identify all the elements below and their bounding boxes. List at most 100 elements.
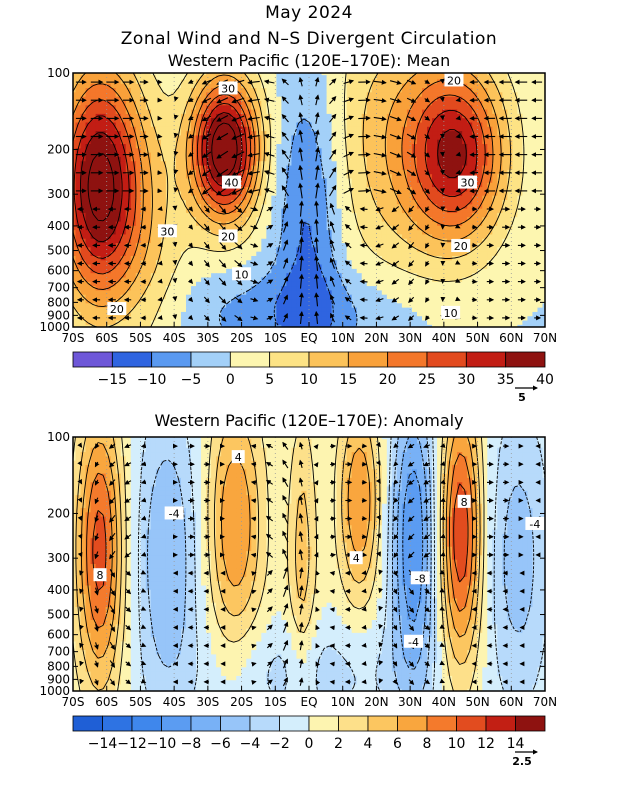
wind-vector <box>439 569 445 575</box>
wind-vector <box>314 200 320 217</box>
wind-vector <box>376 514 381 521</box>
wind-vector <box>266 224 274 230</box>
wind-vector <box>439 642 445 647</box>
wind-vector <box>298 566 304 579</box>
wind-vector <box>298 236 304 253</box>
wind-vector <box>391 206 400 213</box>
contour-label-bg <box>410 571 430 585</box>
wind-vector <box>94 497 100 505</box>
wind-vector <box>313 515 319 522</box>
wind-vector <box>373 98 387 104</box>
wind-vector <box>330 312 336 323</box>
wind-vector <box>329 78 337 86</box>
colorbar-tick-label: −14 <box>88 736 118 752</box>
wind-vector <box>424 661 431 667</box>
contour-label-bg <box>457 494 471 508</box>
wind-vector <box>314 273 320 289</box>
wind-vector <box>313 461 319 468</box>
wind-vector <box>124 516 132 522</box>
wind-vector <box>344 315 352 321</box>
wind-vector <box>359 261 368 267</box>
wind-vector <box>251 625 257 631</box>
wind-vector <box>94 623 99 632</box>
wind-vector <box>314 94 320 106</box>
wind-vector <box>124 479 132 485</box>
wind-vector <box>231 187 245 195</box>
wind-vector <box>218 241 227 251</box>
wind-vector <box>263 79 275 85</box>
x-tick-label: 20N <box>364 331 388 345</box>
wind-vector <box>375 460 381 466</box>
wind-vector <box>266 297 274 303</box>
wind-vector <box>250 461 257 467</box>
y-tick-label: 600 <box>47 628 70 642</box>
wind-vector <box>109 569 115 578</box>
wind-vector <box>109 587 115 596</box>
wind-vector <box>329 679 335 685</box>
wind-vector <box>378 659 384 666</box>
contour-label-bg <box>231 450 245 464</box>
x-tick-label: 40S <box>163 331 186 345</box>
wind-vector <box>77 533 83 540</box>
wind-vector <box>389 98 402 104</box>
wind-vector <box>373 188 387 194</box>
wind-vector <box>315 679 321 686</box>
colorbar-tick-label: 4 <box>364 736 373 752</box>
wind-vector <box>424 115 431 121</box>
wind-vector <box>125 643 132 649</box>
anomaly-panel: Western Pacific (120E–170E): Anomaly 8 -4 4… <box>39 411 557 768</box>
wind-vector <box>423 479 431 485</box>
wind-vector <box>391 242 400 249</box>
wind-vector <box>94 605 99 614</box>
wind-vector <box>314 76 320 87</box>
wind-vector <box>440 461 446 467</box>
wind-vector <box>359 297 368 303</box>
contour-label-bg <box>218 81 238 95</box>
wind-vector <box>298 147 304 162</box>
wind-vector <box>424 133 431 140</box>
contour-label: 30 <box>221 82 235 95</box>
wind-vector <box>440 479 446 485</box>
wind-vector <box>392 661 398 667</box>
contour-label: 8 <box>96 569 103 582</box>
x-tick-label: 40N <box>432 331 456 345</box>
wind-vector <box>218 259 227 269</box>
wind-vector <box>124 498 132 503</box>
colorbar-tick-label: −10 <box>137 372 167 388</box>
wind-vector <box>343 115 355 121</box>
wind-vector <box>298 182 304 199</box>
x-axis: 70S 60S 50S 40S 30S 20S 10S EQ 10N 20N 30N 40N 50N 60… <box>62 686 557 709</box>
wind-vector <box>359 224 368 230</box>
wind-vector <box>298 273 304 289</box>
wind-vector <box>313 551 319 558</box>
wind-vector <box>329 294 336 305</box>
mean-panel: Western Pacific (120E–170E): Mean 30 20 30 4… <box>39 51 557 404</box>
wind-vector <box>358 188 371 194</box>
wind-vector <box>77 460 83 467</box>
contour-label-bg <box>164 506 184 520</box>
reference-vector-label: 5 <box>518 391 526 404</box>
wind-vector <box>298 530 304 542</box>
colorbar-tick-label: 15 <box>339 372 357 388</box>
wind-vector <box>329 202 336 215</box>
wind-vector <box>140 551 147 557</box>
wind-vector <box>425 260 430 267</box>
contour-label: 20 <box>454 240 468 253</box>
wind-vector <box>423 498 431 503</box>
contour-label-bg <box>93 568 107 582</box>
wind-vector <box>281 131 289 141</box>
wind-vector <box>329 607 335 613</box>
wind-vector <box>231 151 245 159</box>
wind-vector <box>373 170 387 176</box>
wind-vector <box>282 584 289 597</box>
wind-vector <box>265 479 273 485</box>
wind-vector <box>389 169 402 176</box>
wind-vector <box>263 170 275 175</box>
y-tick-label: 600 <box>47 264 70 278</box>
panel-title: Western Pacific (120E–170E): Mean <box>168 51 451 70</box>
wind-vector <box>343 79 355 85</box>
wind-vector <box>94 587 99 596</box>
colorbar-tick-label: 14 <box>507 736 525 752</box>
wind-vector <box>201 79 212 85</box>
wind-vector <box>109 479 116 486</box>
